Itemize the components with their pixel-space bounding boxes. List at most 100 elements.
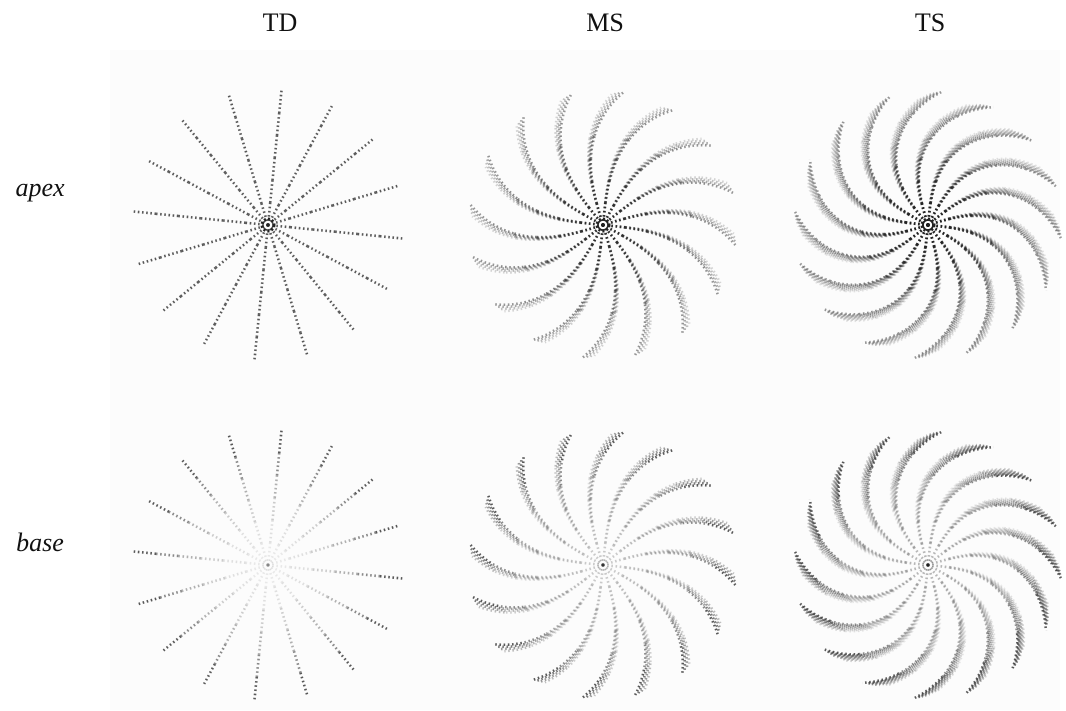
spoke-dots (1007, 257, 1021, 286)
spoke-dots (896, 114, 912, 142)
spoke-dots (602, 563, 626, 569)
spoke-dots (926, 224, 943, 243)
spoke-dots (978, 127, 1012, 134)
spoke-dots (913, 207, 930, 226)
spoke-dots (885, 218, 908, 225)
spoke-dots (862, 107, 876, 141)
spoke-dots (1020, 504, 1054, 523)
spoke-dots (909, 90, 940, 116)
spoke-dots (1004, 526, 1031, 537)
spoke-dots (987, 471, 1024, 476)
spoke-dots (889, 462, 900, 489)
spoke-dots (886, 230, 909, 238)
spoke-dots (865, 442, 882, 476)
spoke-dots (1037, 206, 1063, 237)
spoke-dots (892, 459, 905, 487)
spoke-dots (822, 248, 850, 261)
spoke-dots (601, 205, 615, 226)
spoke-dots (863, 444, 879, 478)
spoke-dots (891, 237, 912, 252)
spoke-dots (906, 563, 929, 573)
spoke-dots (890, 202, 910, 217)
spoke-dots (927, 563, 950, 569)
spoke-dots (890, 201, 910, 216)
spoke-dots (981, 129, 1016, 135)
spoke-dots (912, 606, 924, 629)
spoke-dots (907, 431, 936, 458)
spoke-dots (822, 588, 850, 601)
spoke-dots (932, 502, 943, 524)
spoke-dots (926, 205, 940, 226)
spoke-dots (821, 307, 860, 316)
spoke-dots (906, 311, 929, 334)
spoke-dots (900, 435, 925, 463)
spoke-dots (705, 520, 733, 532)
spoke-dots (882, 669, 915, 687)
spoke-dots (601, 564, 618, 583)
spoke-dots (604, 90, 625, 114)
spoke-dots (903, 583, 919, 604)
spoke-dots (890, 261, 908, 279)
spoke-dots (889, 540, 910, 556)
spoke-dots (1038, 209, 1064, 242)
spoke-dots (1017, 162, 1051, 179)
spoke-dots (874, 671, 909, 686)
spoke-dots (904, 243, 919, 264)
spoke-dots (836, 655, 872, 661)
spoke-dots (995, 503, 1026, 511)
spoke-dots (544, 666, 568, 684)
spoke-dots (470, 551, 494, 570)
spoke-dots (913, 547, 930, 566)
spoke-dots (602, 563, 624, 577)
spoke-dots (886, 329, 917, 347)
spoke-dots (900, 95, 925, 123)
spoke-dots (844, 316, 878, 323)
spoke-dots (825, 253, 852, 264)
spoke-dots (712, 220, 736, 239)
spoke-dots (612, 526, 626, 547)
spoke-dots (910, 223, 929, 240)
spoke-dots (912, 89, 945, 115)
spoke-dots (820, 206, 843, 228)
spoke-dots (712, 560, 736, 579)
spoke-dots (1007, 599, 1020, 629)
spoke-dots (937, 266, 941, 289)
spoke-dots (862, 332, 900, 345)
spoke-dots (928, 182, 935, 205)
spoke-dots (836, 122, 844, 160)
spoke-dots (560, 433, 573, 461)
spoke-dots (946, 234, 967, 250)
spoke-dots (646, 228, 668, 238)
spoke-dots (601, 224, 611, 247)
spoke-dots (714, 226, 738, 247)
spoke-dots (867, 497, 878, 523)
spoke-dots (913, 547, 930, 566)
spoke-dots (832, 654, 869, 659)
spoke-dots (863, 104, 879, 138)
spoke-dots (931, 667, 956, 695)
spoke-dots (950, 104, 986, 119)
spoke-dots (581, 223, 604, 233)
spoke-dots (596, 586, 603, 609)
spoke-dots (588, 207, 605, 226)
spoke-dots (844, 656, 878, 663)
spoke-dots (679, 645, 685, 675)
spoke-dots (471, 215, 495, 233)
spoke-dots (678, 139, 706, 146)
spoke-dots (987, 531, 1014, 538)
spoke-dots (681, 481, 709, 488)
spoke-dots (873, 304, 899, 319)
spoke-dots (612, 186, 627, 207)
spoke-dots (834, 507, 849, 535)
spoke-dots (819, 203, 842, 226)
spoke-dots (1016, 229, 1038, 255)
spoke-dots (913, 266, 924, 288)
spoke-dots (636, 327, 648, 355)
spoke-dots (705, 266, 721, 292)
spoke-dots (916, 224, 930, 245)
spoke-dots (711, 557, 735, 575)
spoke-dots (943, 198, 963, 213)
spoke-dots (641, 447, 666, 463)
spoke-dots (601, 431, 621, 455)
